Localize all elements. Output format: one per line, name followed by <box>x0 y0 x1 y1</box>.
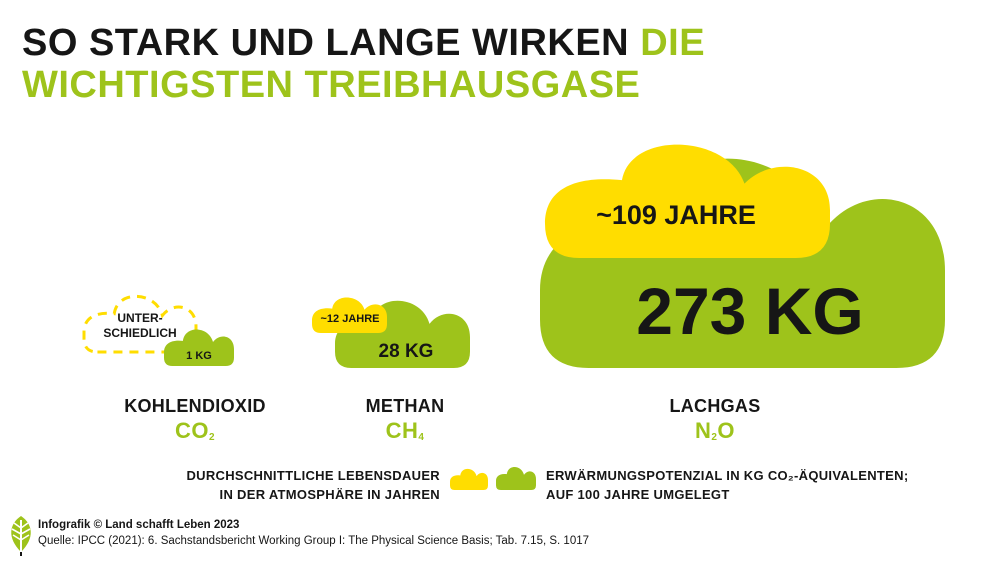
footer: Infografik © Land schafft Leben 2023 Que… <box>38 517 658 549</box>
title-part-1: SO STARK UND LANGE WIRKEN <box>22 22 630 64</box>
gwp-label-ch4: 28 KG <box>379 341 434 362</box>
leaf-logo-icon <box>11 516 31 556</box>
lifetime-label-co2-line2: SCHIEDLICH <box>103 326 176 340</box>
lifetime-cloud-n2o <box>545 144 830 258</box>
title-part-2: DIE WICHTIGSTEN TREIBHAUSGASE <box>22 22 706 106</box>
gwp-label-co2: 1 KG <box>186 350 212 362</box>
gwp-cloud-co2 <box>164 329 234 366</box>
lifetime-label-co2-line1: UNTER- <box>117 311 162 325</box>
legend-lifetime-label: DURCHSCHNITTLICHE LEBENSDAUER IN DER ATM… <box>186 468 440 502</box>
lifetime-cloud-ch4 <box>312 297 387 333</box>
gas-name-n2o: LACHGAS <box>669 396 761 416</box>
footer-credit: Infografik © Land schafft Leben 2023 <box>38 519 240 531</box>
legend-swatch-gwp <box>496 466 536 490</box>
gas-name-co2: KOHLENDIOXID <box>124 396 266 416</box>
gwp-cloud-ch4 <box>335 300 470 368</box>
lifetime-label-ch4: ~12 JAHRE <box>320 313 379 325</box>
gwp-label-n2o: 273 KG <box>636 274 863 348</box>
legend-swatch-lifetime <box>450 468 488 490</box>
formula-co2: CO2 <box>174 418 216 443</box>
gas-name-ch4: METHAN <box>365 396 445 416</box>
lifetime-label-n2o: ~109 JAHRE <box>596 200 756 230</box>
formula-ch4: CH4 <box>385 418 425 443</box>
formula-n2o: N2O <box>694 418 736 443</box>
gwp-cloud-n2o <box>540 158 945 368</box>
footer-source: Quelle: IPCC (2021): 6. Sachstandsberich… <box>38 535 590 547</box>
legend-gwp-label: ERWÄRMUNGSPOTENZIAL IN KG CO₂-ÄQUIVALENT… <box>546 468 909 502</box>
page-title: SO STARK UND LANGE WIRKEN DIE WICHTIGSTE… <box>22 22 922 106</box>
